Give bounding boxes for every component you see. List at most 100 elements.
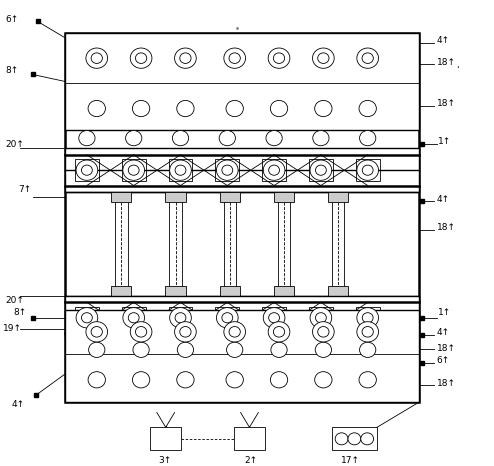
Bar: [342, 341, 364, 357]
Circle shape: [130, 322, 152, 342]
Bar: [65, 296, 419, 340]
Bar: [169, 192, 182, 296]
Circle shape: [169, 160, 191, 180]
Circle shape: [216, 308, 238, 328]
Bar: [262, 159, 286, 181]
Bar: [168, 159, 193, 181]
Circle shape: [357, 308, 378, 328]
Circle shape: [76, 160, 98, 180]
Text: 4↑: 4↑: [11, 400, 25, 409]
Text: 6↑: 6↑: [437, 356, 450, 365]
Circle shape: [224, 322, 246, 342]
Circle shape: [222, 165, 233, 175]
Circle shape: [263, 308, 285, 328]
Bar: [356, 307, 379, 329]
Circle shape: [128, 313, 139, 323]
Text: 8↑: 8↑: [5, 66, 19, 75]
Circle shape: [82, 165, 92, 175]
Bar: [309, 159, 333, 181]
Text: 3↑: 3↑: [159, 456, 171, 465]
Circle shape: [133, 342, 149, 357]
Bar: [356, 159, 379, 181]
Text: 8↑: 8↑: [13, 308, 26, 317]
Circle shape: [335, 433, 348, 445]
Bar: [194, 341, 216, 357]
Circle shape: [88, 100, 105, 116]
Text: 17↑: 17↑: [340, 456, 360, 465]
Circle shape: [226, 100, 244, 116]
Circle shape: [177, 342, 194, 357]
Circle shape: [362, 313, 373, 323]
Text: 20↑: 20↑: [5, 140, 25, 149]
Circle shape: [268, 322, 290, 342]
Circle shape: [229, 327, 240, 337]
Circle shape: [362, 327, 373, 337]
Bar: [278, 192, 290, 296]
Bar: [168, 307, 193, 329]
Bar: [309, 307, 333, 329]
Bar: [65, 33, 419, 130]
Bar: [215, 307, 239, 329]
Bar: [332, 192, 344, 296]
Circle shape: [135, 53, 147, 63]
Bar: [65, 33, 419, 402]
Circle shape: [180, 53, 191, 63]
Bar: [328, 286, 348, 296]
Circle shape: [359, 100, 376, 116]
Circle shape: [269, 165, 280, 175]
Bar: [150, 427, 181, 450]
Bar: [115, 192, 127, 296]
Circle shape: [135, 327, 147, 337]
Bar: [215, 159, 239, 181]
Circle shape: [91, 327, 102, 337]
Circle shape: [132, 372, 150, 388]
Circle shape: [88, 372, 105, 388]
Text: 18↑: 18↑: [437, 223, 455, 233]
Circle shape: [76, 308, 98, 328]
Bar: [274, 192, 294, 202]
Circle shape: [175, 165, 186, 175]
Circle shape: [316, 165, 327, 175]
Bar: [234, 427, 265, 450]
Circle shape: [357, 160, 378, 180]
Text: 19↑: 19↑: [3, 324, 22, 333]
Circle shape: [318, 53, 329, 63]
Circle shape: [174, 322, 196, 342]
Circle shape: [315, 100, 332, 116]
Circle shape: [180, 327, 191, 337]
Bar: [220, 286, 240, 296]
Circle shape: [362, 53, 373, 63]
Circle shape: [216, 160, 238, 180]
Circle shape: [273, 53, 285, 63]
Circle shape: [361, 433, 373, 445]
Circle shape: [318, 327, 329, 337]
Circle shape: [315, 342, 331, 357]
Circle shape: [175, 313, 186, 323]
Circle shape: [227, 342, 243, 357]
Circle shape: [273, 327, 285, 337]
Circle shape: [310, 308, 332, 328]
Text: 18↑: 18↑: [437, 99, 455, 108]
Circle shape: [88, 342, 105, 357]
Bar: [65, 148, 419, 192]
Circle shape: [313, 48, 334, 69]
Circle shape: [268, 48, 290, 69]
Circle shape: [82, 313, 92, 323]
Bar: [111, 286, 131, 296]
Circle shape: [224, 48, 246, 69]
Bar: [75, 307, 99, 329]
Circle shape: [172, 130, 189, 146]
Circle shape: [359, 372, 376, 388]
Circle shape: [270, 100, 288, 116]
Circle shape: [132, 100, 150, 116]
Text: 20↑: 20↑: [5, 296, 25, 305]
Text: 4↑: 4↑: [437, 194, 450, 204]
Circle shape: [315, 372, 332, 388]
Bar: [293, 341, 315, 357]
Circle shape: [229, 53, 240, 63]
Circle shape: [269, 313, 280, 323]
Circle shape: [222, 313, 233, 323]
Circle shape: [125, 130, 142, 146]
Circle shape: [86, 48, 108, 69]
Bar: [96, 341, 118, 357]
